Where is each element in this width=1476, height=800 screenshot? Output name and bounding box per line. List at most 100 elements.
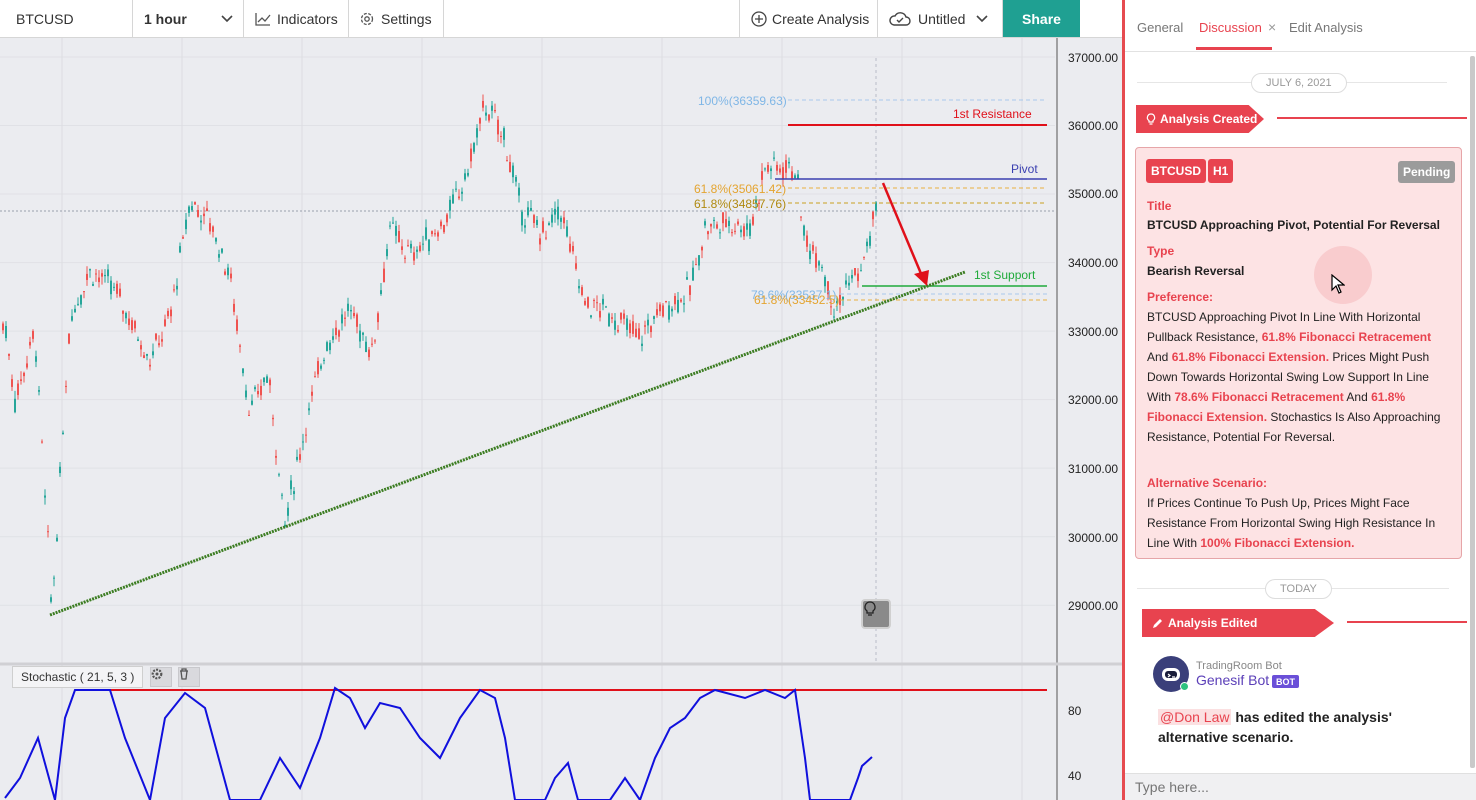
ribbon-line (1277, 117, 1467, 119)
candle-body (848, 282, 850, 286)
candle-body (818, 261, 820, 266)
candle-body (854, 268, 856, 275)
avatar[interactable] (1153, 656, 1189, 692)
candle-body (509, 161, 511, 173)
candle-body (380, 290, 382, 295)
candle-body (98, 277, 100, 283)
candle-body (335, 327, 337, 336)
candle-body (548, 223, 550, 226)
interval-dropdown[interactable]: 1 hour (133, 0, 244, 38)
edit-message: @Don Law has edited the analysis' altern… (1158, 707, 1458, 747)
create-analysis-button[interactable]: Create Analysis (739, 0, 878, 38)
candle-body (59, 466, 61, 474)
close-icon[interactable]: × (1268, 19, 1277, 35)
tab-edit-analysis[interactable]: Edit Analysis (1289, 20, 1363, 35)
candle-body (401, 246, 403, 250)
candle-body (599, 311, 601, 318)
candle-body (830, 306, 832, 308)
candle-body (125, 312, 127, 319)
alternative-text-part: If Prices Continue To Push Up, Prices Mi… (1147, 496, 1436, 550)
candle-body (752, 216, 754, 225)
stochastic-indicator-label[interactable]: Stochastic ( 21, 5, 3 ) (12, 666, 144, 688)
message-input-field[interactable] (1125, 774, 1476, 800)
candle-body (122, 310, 124, 314)
message-input[interactable] (1125, 773, 1476, 800)
candle-body (704, 221, 706, 226)
candle-body (674, 295, 676, 305)
candle-body (257, 390, 259, 395)
candle-body (476, 128, 478, 138)
indicator-settings-button[interactable] (150, 667, 172, 687)
forecast-arrowhead (914, 270, 929, 286)
candle-body (41, 441, 43, 443)
candle-body (542, 221, 544, 233)
settings-button[interactable]: Settings (349, 0, 444, 38)
alternative-label: Alternative Scenario: (1147, 476, 1268, 490)
indicator-delete-button[interactable] (178, 667, 200, 687)
candle-body (725, 219, 727, 228)
bot-name[interactable]: Genesif Bot (1196, 672, 1270, 688)
candle-body (851, 275, 853, 279)
candle-body (842, 296, 844, 301)
discussion-panel: General Discussion × Edit Analysis JULY … (1125, 0, 1476, 800)
candle-body (551, 214, 553, 223)
candle-body (164, 319, 166, 326)
candle-body (284, 524, 286, 527)
candle-body (44, 495, 46, 498)
candle-body (503, 128, 505, 140)
candle-body (47, 531, 49, 533)
price-chart[interactable]: 37000.00 36000.00 35000.00 34000.00 3300… (0, 38, 1122, 800)
create-analysis-label: Create Analysis (772, 11, 870, 27)
candle-body (662, 305, 664, 317)
candle-body (302, 441, 304, 443)
candle-body (695, 264, 697, 266)
candle-body (158, 343, 160, 346)
candle-body (689, 285, 691, 295)
candle-body (77, 303, 79, 305)
candle-body (836, 301, 838, 304)
candle-body (137, 339, 139, 341)
tab-discussion[interactable]: Discussion (1199, 20, 1262, 35)
tab-general[interactable]: General (1137, 20, 1184, 35)
candle-body (734, 230, 736, 232)
candle-body (65, 385, 67, 387)
interval-label: 1 hour (144, 11, 187, 27)
candle-body (620, 312, 622, 320)
candle-body (227, 267, 229, 276)
candle-body (146, 354, 148, 356)
candle-body (560, 217, 562, 222)
candle-body (803, 225, 805, 236)
candle-body (716, 224, 718, 229)
analysis-marker-button[interactable] (861, 599, 891, 629)
fib-786-label: 78.6%(33537.1) (751, 288, 837, 302)
candle-body (293, 491, 295, 495)
candle-body (167, 310, 169, 317)
candle-body (434, 233, 436, 235)
candle-body (875, 202, 877, 211)
symbol-selector[interactable]: BTCUSD (0, 0, 133, 38)
candle-body (383, 268, 385, 283)
layout-dropdown[interactable]: Untitled (878, 0, 1003, 38)
scrollbar[interactable] (1470, 56, 1475, 768)
title-label: Title (1147, 199, 1172, 213)
candle-body (464, 173, 466, 180)
candle-body (314, 376, 316, 378)
candle-body (323, 359, 325, 361)
candle-body (428, 239, 430, 252)
analysis-title: BTCUSD Approaching Pivot, Potential For … (1147, 218, 1440, 232)
candle-body (671, 308, 673, 312)
panel-divider[interactable] (1122, 0, 1125, 800)
candle-body (410, 243, 412, 249)
candle-body (203, 213, 205, 217)
candle-body (179, 246, 181, 253)
indicators-button[interactable]: Indicators (244, 0, 349, 38)
candle-body (26, 363, 28, 368)
candle-body (749, 223, 751, 236)
candle-body (719, 232, 721, 234)
candle-body (194, 202, 196, 205)
candle-body (359, 330, 361, 342)
candles (2, 94, 877, 604)
user-mention[interactable]: @Don Law (1158, 709, 1232, 725)
share-button[interactable]: Share (1003, 0, 1080, 37)
candle-body (653, 316, 655, 320)
